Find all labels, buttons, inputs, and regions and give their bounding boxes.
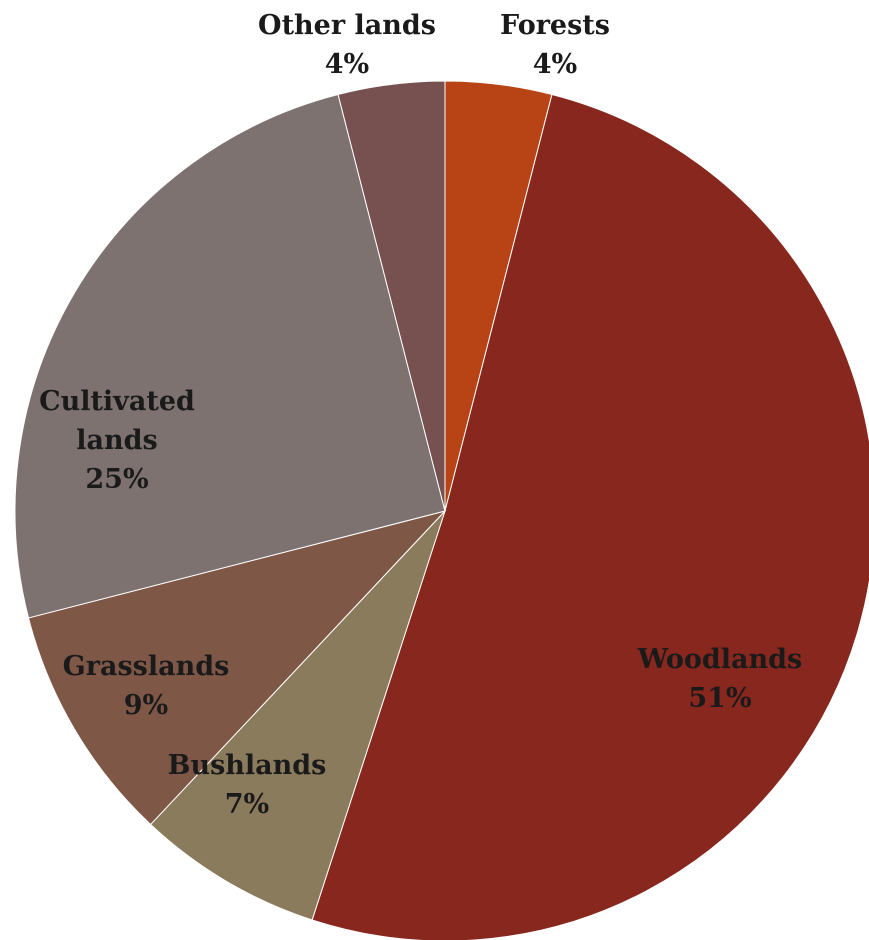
pie-slice-cultivated-lands [14, 93, 446, 619]
slice-name: Bushlands [168, 750, 327, 781]
slice-label-cultivated-lands: Cultivated lands 25% [39, 386, 195, 495]
slice-label-bushlands: Bushlands 7% [168, 750, 327, 820]
slice-percent: 7% [225, 789, 269, 820]
slice-name: Grasslands [63, 651, 230, 682]
slice-percent: 25% [85, 464, 148, 495]
pie-labels: Forests 4% Woodlands 51% Bushlands 7% Grasslan… [39, 10, 802, 820]
slice-name: Woodlands [637, 644, 802, 675]
slice-name: lands [76, 425, 157, 456]
slice-name: Cultivated [39, 386, 195, 417]
slice-label-grasslands: Grasslands 9% [63, 651, 230, 721]
slice-percent: 4% [325, 49, 369, 80]
slice-name: Forests [500, 10, 610, 41]
pie-slice-other-lands [337, 80, 446, 512]
slice-percent: 9% [124, 690, 168, 721]
slice-label-woodlands: Woodlands 51% [637, 644, 802, 714]
pie-slice-woodlands [311, 93, 869, 940]
pie-slices [14, 80, 869, 940]
slice-label-other-lands: Other lands 4% [258, 10, 436, 80]
pie-slice-bushlands [149, 510, 446, 921]
slice-percent: 4% [533, 49, 577, 80]
slice-label-forests: Forests 4% [500, 10, 610, 80]
pie-slice-grasslands [27, 510, 447, 826]
slice-name: Other lands [258, 10, 436, 41]
slice-percent: 51% [688, 683, 751, 714]
